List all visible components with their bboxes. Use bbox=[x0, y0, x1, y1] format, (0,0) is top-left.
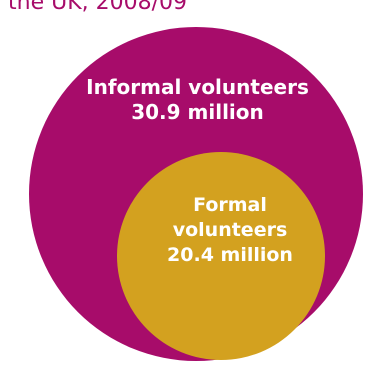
informal-volunteers-label-line-2: 30.9 million bbox=[131, 100, 264, 124]
informal-volunteers-label: Informal volunteers 30.9 million bbox=[68, 75, 327, 125]
formal-volunteers-label-line-1: Formal bbox=[193, 194, 267, 216]
formal-volunteers-label-line-2: volunteers bbox=[172, 219, 288, 241]
formal-volunteers-label: Formal volunteers 20.4 million bbox=[163, 193, 297, 268]
informal-volunteers-label-line-1: Informal volunteers bbox=[86, 75, 309, 99]
formal-volunteers-label-line-3: 20.4 million bbox=[167, 244, 293, 266]
diagram-title-fragment: the UK, 2008/09 bbox=[8, 0, 188, 15]
formal-volunteers-circle bbox=[117, 152, 325, 360]
